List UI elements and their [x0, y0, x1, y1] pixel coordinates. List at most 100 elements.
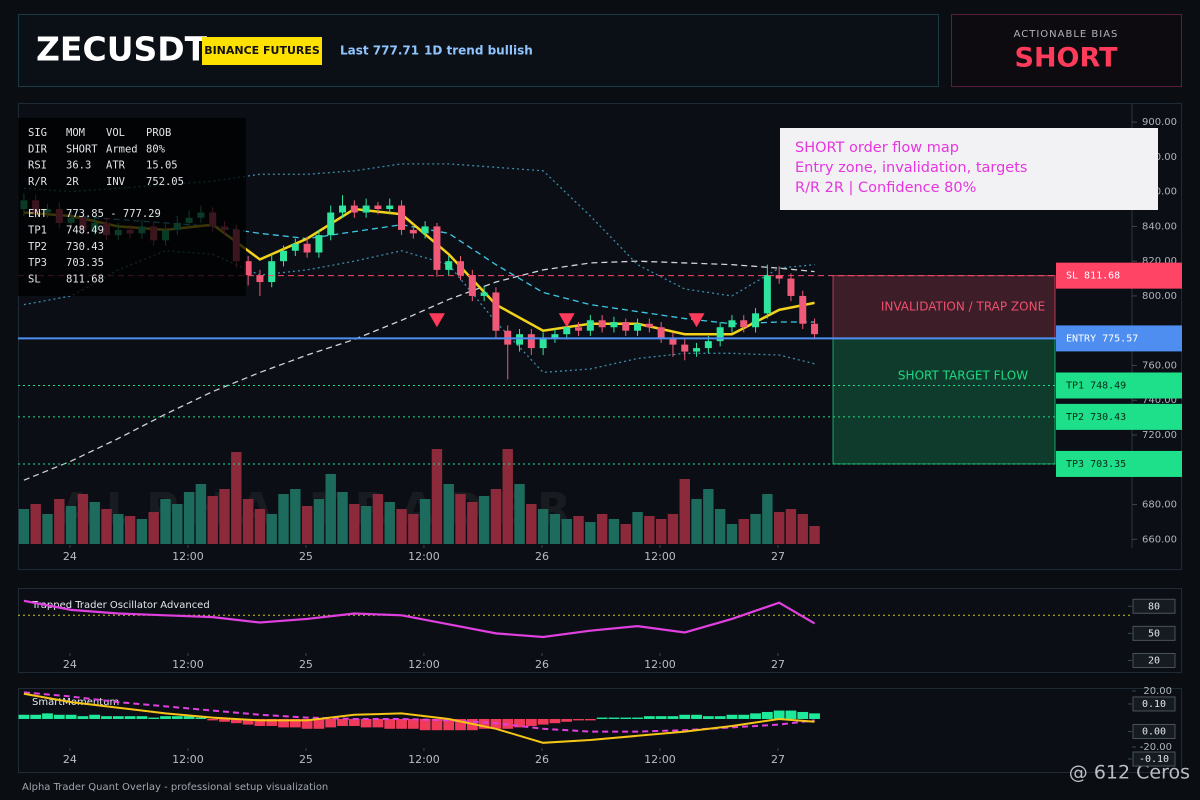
candle-body [339, 205, 347, 213]
volume-bar [349, 504, 360, 544]
histogram-bar [632, 717, 643, 719]
volume-bar [160, 499, 171, 544]
level-label-box [1056, 262, 1182, 289]
x-tick-label: 12:00 [408, 753, 440, 766]
volume-bar [254, 509, 266, 544]
histogram-bar [65, 714, 77, 719]
candle-body [244, 261, 252, 276]
x-tick-label: 27 [771, 753, 785, 766]
stats-cell: RSI [28, 160, 47, 172]
y-tick-box [1132, 723, 1176, 739]
histogram-bar [537, 718, 549, 725]
histogram-bar [419, 718, 431, 731]
volume-bar [431, 449, 443, 544]
x-tick-label: 12:00 [172, 753, 204, 766]
volume-bar [148, 512, 159, 544]
stats-cell: VOL [106, 127, 125, 139]
histogram-bar [384, 718, 396, 729]
histogram-bar [443, 718, 455, 731]
stats-panel: SIG MOM VOL PROB DIR SHORT Armed 80% RSI 36.3 ATR 1… [18, 118, 246, 296]
histogram-bar [797, 711, 809, 719]
zone-label: SHORT TARGET FLOW [898, 369, 1028, 383]
overlay-line [23, 260, 815, 481]
candle-body [350, 205, 358, 213]
candle-body [303, 243, 311, 253]
histogram-bar [183, 716, 195, 719]
candle-body [551, 334, 559, 338]
zone [832, 275, 1056, 339]
histogram-bar [455, 718, 466, 731]
sell-signal [558, 313, 575, 328]
volume-bar [207, 496, 218, 544]
trend: 1D trend bullish [424, 44, 533, 58]
candle-body [752, 313, 760, 328]
y-tick-label: -0.10 [1139, 754, 1169, 765]
volume-bar [785, 509, 797, 544]
candle-body [645, 323, 653, 328]
level-name: ENTRY [1066, 333, 1096, 344]
histogram-bar [761, 711, 773, 719]
histogram-bar [266, 718, 278, 726]
volume-bar [703, 489, 714, 544]
stats-cell: R/R [28, 176, 48, 188]
x-tick-label: 26 [535, 658, 549, 671]
candle-body [421, 226, 429, 234]
stats-box [18, 118, 246, 296]
x-tick-label: 12:00 [172, 658, 204, 671]
volume-bar [750, 514, 761, 544]
volume-bar [632, 512, 643, 544]
histogram-bar [773, 710, 785, 719]
volume-bar [773, 512, 785, 544]
sell-signal [688, 313, 705, 328]
histogram-bar [219, 718, 230, 722]
candle-body [657, 327, 665, 338]
stats-cell: 773.85 - 777.29 [66, 208, 161, 220]
x-tick-label: 24 [63, 753, 77, 766]
momentum-line [23, 692, 815, 744]
bias-box [951, 14, 1182, 87]
volume-bar [585, 522, 596, 544]
volume-bar [561, 519, 572, 544]
volume-bar [172, 504, 183, 544]
note-line: Entry zone, invalidation, targets [795, 160, 1027, 176]
zone [832, 337, 1056, 465]
volume-bar [101, 509, 112, 544]
volume-bar [455, 494, 466, 544]
volume-bar [242, 499, 254, 544]
stats-cell: MOM [66, 127, 85, 139]
candle-body [492, 292, 500, 331]
y-tick-box [1132, 625, 1176, 641]
histogram-bar [325, 718, 337, 728]
volume-bar [679, 479, 690, 544]
stats-cell: Armed [106, 143, 138, 155]
histogram-bar [750, 713, 761, 719]
stats-cell: 2R [66, 176, 79, 188]
volume-bar [419, 499, 431, 544]
volume-bar [762, 494, 773, 544]
volume-bar [526, 504, 537, 544]
histogram-bar [30, 714, 42, 719]
x-tick-label: 12:00 [644, 753, 676, 766]
histogram-bar [525, 718, 537, 726]
level-value: 730.43 [1090, 412, 1126, 423]
candle-body [775, 275, 783, 279]
volume-bar [502, 449, 513, 544]
histogram-bar [160, 716, 171, 719]
volume-bar [313, 499, 325, 544]
volume-bar [77, 494, 89, 544]
candle-body [669, 337, 677, 345]
candle-body [374, 205, 382, 210]
y-tick-label: 800.00 [1142, 291, 1177, 302]
candle-body [716, 327, 724, 342]
candle-body [811, 323, 819, 335]
y-tick-label: 680.00 [1142, 500, 1177, 511]
candle-body [433, 226, 441, 270]
volume-bar [537, 509, 549, 544]
pane-title: Trapped Trader Oscillator Advanced [31, 600, 210, 611]
level-name: SL [1066, 271, 1078, 282]
histogram-bar [148, 717, 160, 719]
volume-bar [608, 519, 620, 544]
x-tick-label: 24 [63, 658, 77, 671]
histogram-bar [396, 718, 407, 729]
volume-bar [655, 519, 667, 544]
